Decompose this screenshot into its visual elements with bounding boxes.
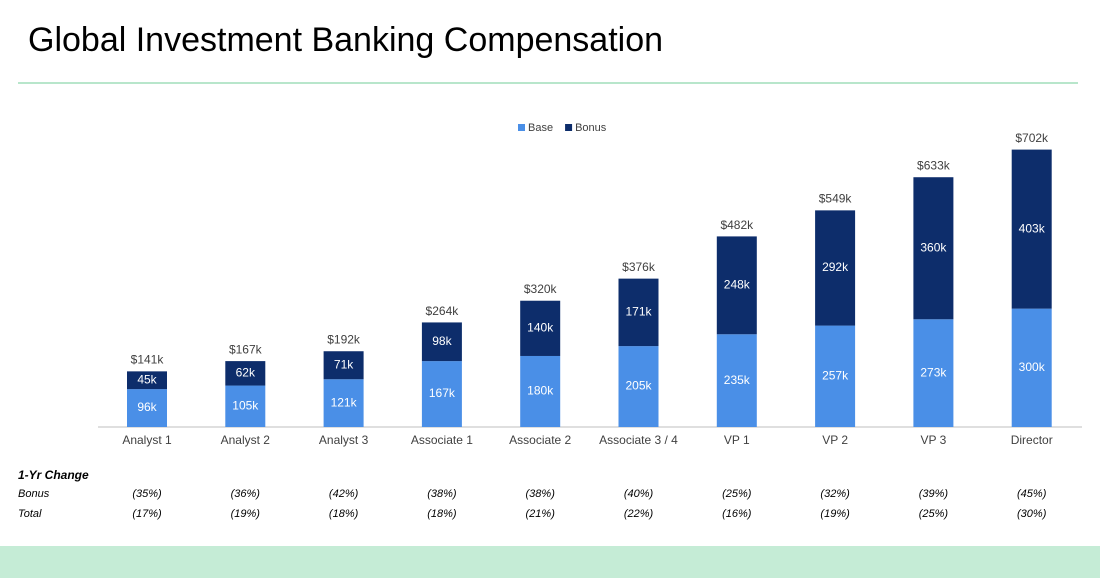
- x-tick-label: Analyst 1: [122, 433, 172, 447]
- x-tick-label: Associate 2: [509, 433, 571, 447]
- total-label: $376k: [622, 260, 656, 274]
- table-cell: (16%): [722, 508, 752, 520]
- total-label: $141k: [131, 353, 165, 367]
- legend-label: Base: [528, 122, 553, 134]
- bar-segment: [1011, 308, 1052, 427]
- table-cell: (39%): [919, 488, 949, 500]
- segment-label: 300k: [1019, 360, 1046, 374]
- x-tick-label: Analyst 2: [221, 433, 271, 447]
- table-cell: (19%): [820, 508, 850, 520]
- segment-label: 98k: [432, 334, 452, 348]
- segment-label: 257k: [822, 368, 849, 382]
- table-cell: (17%): [132, 508, 162, 520]
- total-label: $167k: [229, 342, 263, 356]
- bar-segment: [716, 236, 757, 335]
- bar-segment: [520, 355, 561, 427]
- legend-swatch: [565, 124, 573, 131]
- bar-segment: [127, 371, 167, 390]
- x-tick-label: Analyst 3: [319, 433, 369, 447]
- table-cell: (22%): [624, 508, 654, 520]
- segment-label: 71k: [334, 357, 354, 371]
- table-title: 1-Yr Change: [18, 468, 89, 482]
- segment-label: 360k: [920, 240, 947, 254]
- bar-segment: [913, 177, 954, 320]
- bar-segment: [520, 300, 561, 356]
- bar-segment: [815, 325, 856, 427]
- segment-label: 167k: [429, 386, 456, 400]
- total-label: $320k: [524, 282, 558, 296]
- segment-label: 45k: [137, 372, 157, 386]
- table-cell: (45%): [1017, 488, 1047, 500]
- bar-segment: [1011, 149, 1052, 309]
- segment-label: 205k: [625, 379, 652, 393]
- segment-label: 292k: [822, 260, 849, 274]
- bar-segment: [225, 361, 266, 386]
- total-label: $264k: [426, 304, 460, 318]
- table-cell: (25%): [919, 508, 949, 520]
- bar-segment: [421, 361, 462, 427]
- bar-segment: [618, 346, 659, 427]
- bar-segment: [127, 389, 167, 427]
- segment-label: 235k: [724, 373, 751, 387]
- total-label: $549k: [819, 192, 853, 206]
- table-cell: (21%): [526, 508, 556, 520]
- table-cell: (38%): [427, 488, 457, 500]
- x-tick-label: VP 3: [920, 433, 946, 447]
- slide-title: Global Investment Banking Compensation: [28, 21, 663, 59]
- total-label: $633k: [917, 158, 951, 172]
- segment-label: 403k: [1019, 221, 1046, 235]
- table-cell: (18%): [329, 508, 359, 520]
- table-cell: (36%): [231, 488, 261, 500]
- table-cell: (19%): [231, 508, 261, 520]
- segment-label: 248k: [724, 278, 751, 292]
- x-tick-label: Associate 1: [411, 433, 473, 447]
- x-tick-label: Associate 3 / 4: [599, 433, 678, 447]
- bar-segment: [913, 319, 954, 427]
- bar-segment: [225, 385, 266, 427]
- bar-segment: [716, 334, 757, 427]
- segment-label: 62k: [236, 366, 256, 380]
- segment-label: 273k: [920, 365, 947, 379]
- segment-label: 105k: [232, 398, 259, 412]
- bar-segment: [815, 210, 856, 326]
- x-tick-label: VP 1: [724, 433, 750, 447]
- table-cell: (42%): [329, 488, 359, 500]
- segment-label: 121k: [331, 395, 358, 409]
- total-label: $482k: [720, 218, 754, 232]
- legend-label: Bonus: [575, 122, 607, 134]
- total-label: $192k: [327, 332, 361, 346]
- table-cell: (35%): [132, 488, 162, 500]
- footer-band: [0, 546, 1100, 578]
- row-label: Bonus: [18, 488, 50, 500]
- bar-segment: [323, 351, 364, 380]
- table-cell: (32%): [820, 488, 850, 500]
- bar-segment: [618, 278, 659, 347]
- row-label: Total: [18, 508, 42, 520]
- x-tick-label: Director: [1011, 433, 1053, 447]
- table-cell: (38%): [526, 488, 556, 500]
- bar-segment: [323, 379, 364, 427]
- legend-swatch: [518, 124, 525, 131]
- total-label: $702k: [1015, 131, 1049, 145]
- segment-label: 140k: [527, 321, 554, 335]
- bar-segment: [421, 322, 462, 362]
- x-tick-label: VP 2: [822, 433, 848, 447]
- table-cell: (40%): [624, 488, 654, 500]
- segment-label: 180k: [527, 384, 554, 398]
- segment-label: 171k: [625, 305, 652, 319]
- table-cell: (18%): [427, 508, 457, 520]
- segment-label: 96k: [137, 400, 157, 414]
- table-cell: (25%): [722, 488, 752, 500]
- table-cell: (30%): [1017, 508, 1047, 520]
